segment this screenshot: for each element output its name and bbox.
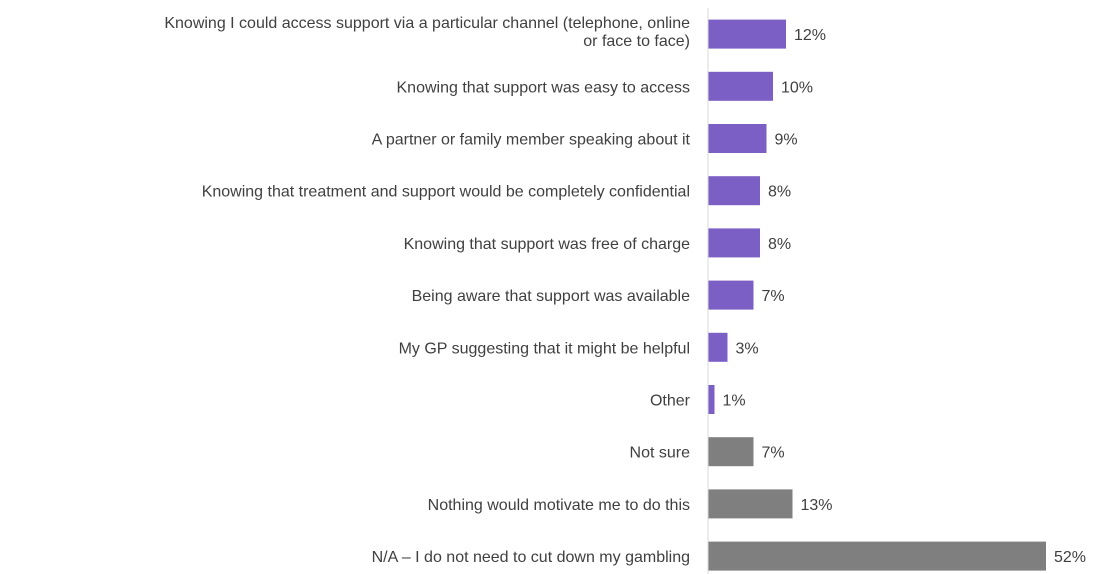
- bar-8: [708, 437, 754, 467]
- bar-0: [708, 19, 786, 49]
- value-label-3: 8%: [768, 184, 791, 201]
- category-label-9: Nothing would motivate me to do this: [428, 497, 690, 514]
- value-labels-group: 12% 10% 9% 8% 8% 7% 3% 1% 7% 13% 52%: [723, 27, 1087, 566]
- value-label-7: 1%: [723, 393, 746, 410]
- category-label-0-line-1: or face to face): [583, 33, 690, 50]
- category-labels-group: Knowing I could access support via a par…: [164, 15, 690, 566]
- bar-4: [708, 228, 760, 258]
- category-label-1: Knowing that support was easy to access: [397, 79, 691, 96]
- value-label-8: 7%: [762, 445, 785, 462]
- category-label-2: A partner or family member speaking abou…: [372, 132, 691, 149]
- category-label-0-line-0: Knowing I could access support via a par…: [164, 15, 690, 32]
- value-label-5: 7%: [762, 288, 785, 305]
- category-label-10: N/A – I do not need to cut down my gambl…: [372, 549, 690, 566]
- value-label-4: 8%: [768, 236, 791, 253]
- category-label-3: Knowing that treatment and support would…: [202, 184, 690, 201]
- value-label-10: 52%: [1054, 549, 1086, 566]
- bar-7: [708, 385, 715, 414]
- bar-3: [708, 176, 760, 206]
- category-label-4: Knowing that support was free of charge: [404, 236, 690, 253]
- bar-10: [708, 541, 1046, 571]
- bar-2: [708, 124, 767, 153]
- category-label-6: My GP suggesting that it might be helpfu…: [399, 340, 690, 357]
- bar-5: [708, 280, 754, 310]
- bar-1: [708, 71, 773, 101]
- bar-6: [708, 332, 728, 362]
- value-label-1: 10%: [781, 79, 813, 96]
- category-label-5: Being aware that support was available: [412, 288, 690, 305]
- value-label-0: 12%: [794, 27, 826, 44]
- value-label-6: 3%: [736, 340, 759, 357]
- bars-group: [708, 19, 1046, 571]
- category-label-8: Not sure: [630, 445, 691, 462]
- category-label-7: Other: [650, 393, 691, 410]
- bar-9: [708, 489, 793, 519]
- value-label-9: 13%: [801, 497, 833, 514]
- value-label-2: 9%: [775, 132, 798, 149]
